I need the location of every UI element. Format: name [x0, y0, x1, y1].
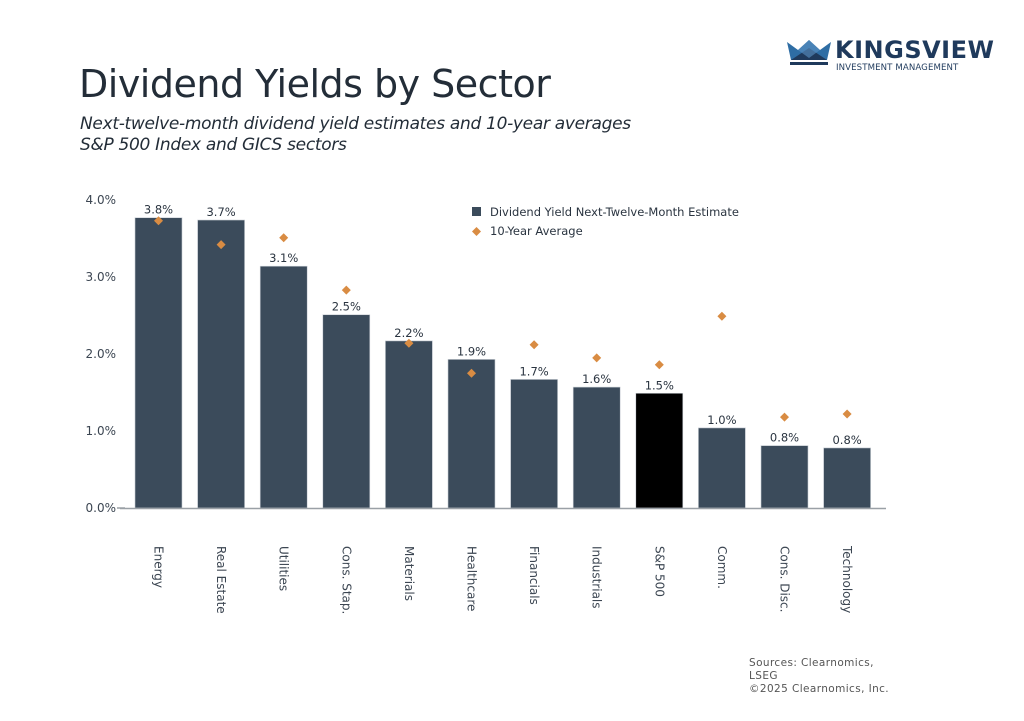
bar	[447, 359, 496, 509]
bar-value-label: 1.9%	[457, 344, 486, 358]
x-category-label: Utilities	[277, 546, 291, 591]
bar-value-label: 0.8%	[770, 431, 799, 445]
bar-value-label: 0.8%	[832, 433, 861, 447]
bar-value-label: 3.8%	[144, 203, 173, 217]
y-tick-label: 3.0%	[86, 270, 117, 284]
y-tick-label: 2.0%	[86, 347, 117, 361]
average-diamond-marker	[717, 311, 727, 321]
bar	[760, 445, 809, 509]
bar	[322, 314, 371, 509]
average-diamond-marker	[216, 240, 226, 250]
average-diamond-marker	[467, 368, 476, 378]
average-diamond-marker	[654, 360, 664, 370]
bar-value-label: 3.7%	[206, 205, 235, 219]
subtitle-line-2: S&P 500 Index and GICS sectors	[80, 135, 347, 155]
average-diamond-marker	[592, 353, 602, 363]
bar	[572, 386, 621, 509]
bar-value-label: 1.6%	[582, 372, 611, 386]
brand-name: KINGSVIEW	[835, 36, 995, 64]
x-category-label: Energy	[152, 546, 166, 588]
page-title: Dividend Yields by Sector	[79, 62, 551, 106]
bar	[510, 379, 558, 509]
crown-icon	[787, 40, 831, 65]
average-diamond-marker	[842, 409, 852, 419]
legend-swatch-diamond	[472, 227, 481, 236]
x-category-label: Materials	[402, 546, 416, 601]
average-diamond-marker	[341, 285, 351, 295]
subtitle-line-1: Next-twelve-month dividend yield estimat…	[80, 114, 631, 134]
x-category-label: S&P 500	[652, 546, 666, 597]
x-category-label: Technology	[840, 545, 854, 613]
bar-value-label: 3.1%	[269, 251, 298, 265]
y-tick-label: 1.0%	[86, 424, 117, 438]
bar	[385, 340, 433, 509]
kingsview-logo: KINGSVIEW INVESTMENT MANAGEMENT	[787, 36, 994, 80]
bar	[197, 219, 245, 509]
legend: Dividend Yield Next-Twelve-Month Estimat…	[472, 205, 739, 238]
y-tick-label: 4.0%	[86, 193, 117, 207]
copyright: ©2025 Clearnomics, Inc.	[749, 683, 890, 695]
bar-series	[134, 217, 871, 509]
bar	[823, 447, 871, 509]
average-diamond-marker	[279, 233, 289, 243]
bar-data-labels: 3.8% 3.7% 3.1% 2.5% 2.2% 1.9% 1.7% 1.6% 1.5% 1.0%…	[144, 203, 862, 447]
average-markers	[154, 216, 852, 422]
x-category-label: Industrials	[590, 546, 604, 609]
x-category-label: Real Estate	[214, 546, 228, 614]
sources-line-1: Sources: Clearnomics,	[749, 657, 874, 669]
bar	[134, 217, 183, 509]
legend-swatch-bar	[472, 207, 481, 216]
y-axis: 0.0% 1.0% 2.0% 3.0% 4.0%	[86, 193, 125, 515]
x-category-label: Cons. Stap.	[339, 546, 353, 614]
bar-value-label: 1.0%	[707, 413, 736, 427]
x-axis-labels: Energy Real Estate Utilities Cons. Stap. Mat…	[152, 545, 855, 614]
bar-value-label: 2.5%	[332, 300, 361, 314]
average-diamond-marker	[404, 338, 414, 348]
x-category-label: Cons. Disc.	[778, 546, 792, 612]
sources-note: Sources: Clearnomics, LSEG ©2025 Clearno…	[749, 657, 889, 696]
x-category-label: Comm.	[715, 546, 729, 589]
bar	[259, 265, 308, 509]
y-tick-label: 0.0%	[86, 501, 117, 515]
bar	[635, 392, 684, 509]
sources-line-2: LSEG	[749, 670, 778, 682]
average-diamond-marker	[780, 412, 789, 422]
bar-value-label: 2.2%	[394, 326, 423, 340]
x-category-label: Healthcare	[465, 546, 479, 611]
brand-tagline: INVESTMENT MANAGEMENT	[836, 63, 959, 73]
legend-label-average: 10-Year Average	[490, 224, 583, 238]
legend-label-bar: Dividend Yield Next-Twelve-Month Estimat…	[490, 205, 739, 219]
average-diamond-marker	[529, 340, 539, 350]
bar	[698, 427, 746, 509]
average-diamond-marker	[154, 216, 163, 226]
bar-value-label: 1.7%	[519, 364, 548, 378]
x-category-label: Financials	[527, 546, 541, 605]
bar-value-label: 1.5%	[645, 378, 674, 392]
